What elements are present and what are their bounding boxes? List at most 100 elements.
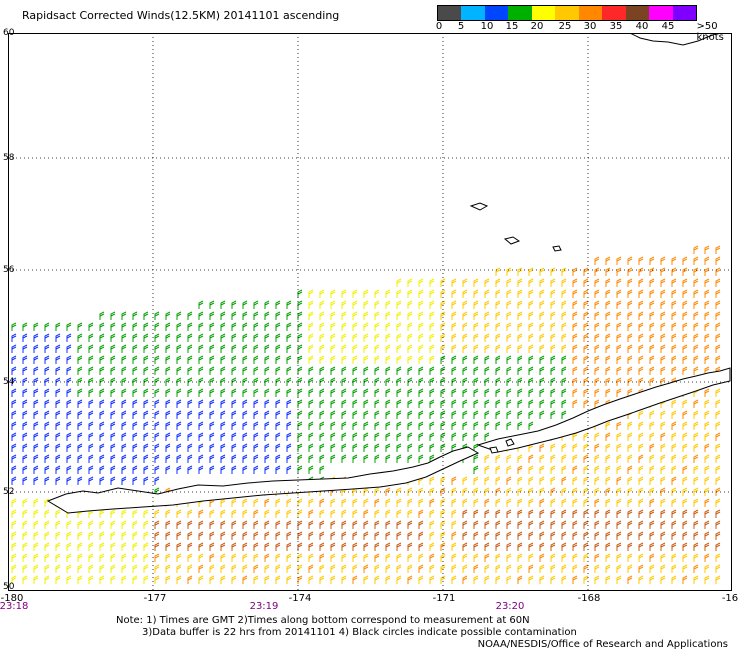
- wind-barb: [693, 278, 699, 287]
- wind-barb: [682, 333, 688, 342]
- wind-barb: [44, 355, 50, 364]
- wind-barb: [396, 432, 402, 441]
- wind-barb: [275, 520, 281, 529]
- wind-barb: [704, 399, 710, 408]
- wind-barb: [132, 564, 138, 573]
- wind-barb: [154, 465, 160, 474]
- wind-barb: [506, 366, 512, 375]
- wind-barb: [616, 322, 622, 331]
- wind-barb: [264, 465, 270, 474]
- wind-barb: [495, 575, 501, 584]
- wind-barb: [330, 388, 336, 397]
- wind-barb: [660, 256, 666, 265]
- wind-barb: [110, 410, 116, 419]
- wind-barb: [385, 355, 391, 364]
- wind-barb: [66, 432, 72, 441]
- wind-barb: [286, 575, 292, 584]
- wind-barb: [627, 443, 633, 452]
- wind-barb: [165, 421, 171, 430]
- wind-barb: [121, 388, 127, 397]
- wind-barb: [11, 498, 17, 507]
- wind-barb: [220, 322, 226, 331]
- wind-barb: [297, 553, 303, 562]
- wind-barb: [110, 542, 116, 551]
- wind-barb: [352, 432, 358, 441]
- wind-barb: [528, 553, 534, 562]
- wind-barb: [396, 509, 402, 518]
- wind-barb: [605, 300, 611, 309]
- wind-barb: [99, 443, 105, 452]
- wind-barb: [286, 498, 292, 507]
- wind-barb: [253, 564, 259, 573]
- wind-barb: [605, 531, 611, 540]
- wind-barb: [264, 344, 270, 353]
- wind-barb: [319, 410, 325, 419]
- wind-barb: [616, 575, 622, 584]
- wind-barb: [693, 553, 699, 562]
- wind-barb: [693, 575, 699, 584]
- wind-barb: [671, 278, 677, 287]
- wind-barb: [506, 322, 512, 331]
- wind-barb: [110, 344, 116, 353]
- wind-barb: [473, 487, 479, 496]
- wind-barb: [187, 542, 193, 551]
- credit-line: NOAA/NESDIS/Office of Research and Appli…: [477, 639, 728, 650]
- wind-barb: [693, 487, 699, 496]
- wind-barb: [330, 432, 336, 441]
- wind-barb: [517, 399, 523, 408]
- wind-barb: [572, 399, 578, 408]
- wind-barb: [286, 509, 292, 518]
- wind-barb: [341, 410, 347, 419]
- wind-barb: [176, 443, 182, 452]
- wind-barb: [231, 366, 237, 375]
- wind-barb: [550, 333, 556, 342]
- wind-barb: [594, 322, 600, 331]
- wind-barb: [583, 311, 589, 320]
- wind-barb: [627, 553, 633, 562]
- wind-barb: [418, 366, 424, 375]
- wind-barb: [330, 289, 336, 298]
- wind-barb: [605, 454, 611, 463]
- wind-barb: [671, 399, 677, 408]
- wind-barb: [418, 300, 424, 309]
- wind-barb: [231, 355, 237, 364]
- wind-barb: [440, 575, 446, 584]
- wind-barb: [572, 366, 578, 375]
- wind-barb: [297, 432, 303, 441]
- wind-barb: [528, 465, 534, 474]
- wind-barb: [198, 355, 204, 364]
- wind-barb: [473, 289, 479, 298]
- wind-barb: [33, 553, 39, 562]
- wind-barb: [297, 344, 303, 353]
- wind-barb: [66, 421, 72, 430]
- wind-barb: [506, 278, 512, 287]
- wind-barb: [55, 421, 61, 430]
- wind-barb: [143, 531, 149, 540]
- wind-barb: [396, 421, 402, 430]
- wind-barb: [418, 432, 424, 441]
- wind-barb: [671, 454, 677, 463]
- wind-barb: [22, 465, 28, 474]
- wind-barb: [638, 509, 644, 518]
- wind-barb: [704, 443, 710, 452]
- wind-barb: [594, 443, 600, 452]
- wind-barb: [462, 377, 468, 386]
- wind-barb: [484, 575, 490, 584]
- wind-barb: [484, 454, 490, 463]
- wind-barb: [308, 366, 314, 375]
- wind-barb: [396, 542, 402, 551]
- wind-barb: [704, 278, 710, 287]
- wind-barb: [396, 333, 402, 342]
- wind-barb: [22, 322, 28, 331]
- wind-barb: [693, 256, 699, 265]
- wind-barb: [440, 432, 446, 441]
- wind-barb: [638, 432, 644, 441]
- wind-barb: [88, 520, 94, 529]
- wind-barb: [242, 432, 248, 441]
- wind-barb: [55, 333, 61, 342]
- wind-barb: [11, 366, 17, 375]
- colorbar-swatch: [531, 6, 556, 20]
- wind-barb: [407, 333, 413, 342]
- wind-barb: [715, 476, 721, 485]
- wind-barb: [517, 377, 523, 386]
